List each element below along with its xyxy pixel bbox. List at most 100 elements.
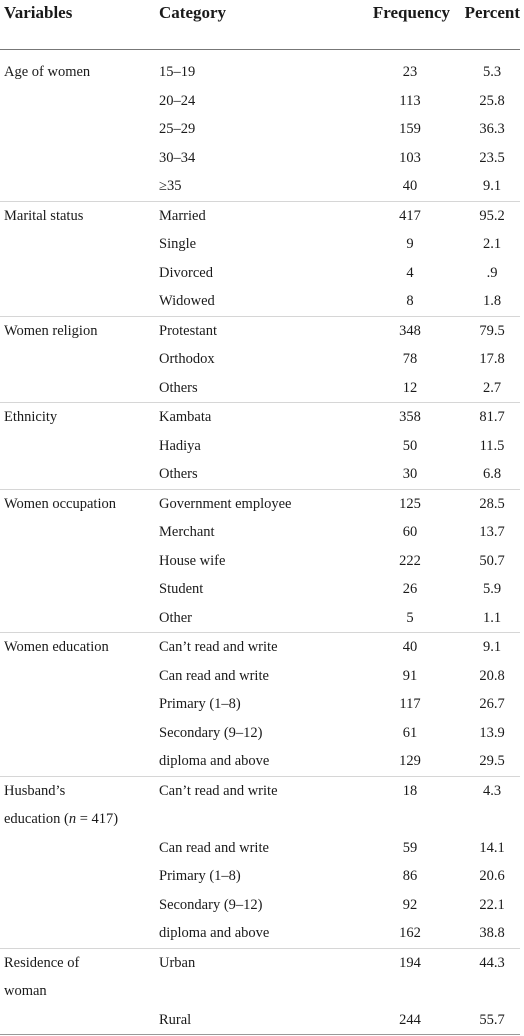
row-category: Kambata (155, 402, 330, 432)
row-category: Single (159, 236, 197, 252)
table-row: Widowed 8 1.8 (0, 287, 520, 316)
table-row: Others 12 2.7 (0, 374, 520, 403)
row-variable (0, 662, 155, 691)
table-row: Others 30 6.8 (0, 460, 520, 489)
row-percent: 4.3 (450, 775, 520, 805)
row-variable (0, 460, 155, 489)
row-percent: 44.3 (450, 947, 520, 977)
row-variable (0, 345, 155, 374)
row-variable (0, 287, 155, 316)
row-frequency: 194 (330, 947, 450, 977)
row-category: Married (155, 200, 330, 230)
row-percent: 14.1 (479, 839, 505, 856)
row-category: Other (159, 609, 193, 626)
row-variable (0, 719, 155, 748)
row-category: 30–34 (159, 149, 196, 166)
table-row: Hadiya 50 11.5 (0, 432, 520, 461)
row-percent: 1.1 (482, 609, 502, 626)
row-frequency: 9 (406, 236, 414, 252)
row-percent: 20.8 (479, 667, 505, 684)
table-row: Women education Can’t read and write 40 9.1 (0, 632, 520, 662)
row-percent: 38.8 (479, 925, 505, 941)
row-percent: 2.1 (482, 236, 502, 252)
row-variable (0, 518, 155, 547)
row-variable (0, 259, 155, 288)
row-variable (0, 575, 155, 604)
table-body: Age of women 15–19 23 5.3 20–24 113 25.8 25–29 1… (0, 50, 520, 1035)
row-percent: 5.3 (482, 64, 502, 80)
table-row: education (n = 417) (0, 805, 520, 834)
row-variable (0, 834, 155, 863)
row-category: Urban (155, 947, 330, 977)
row-percent: 28.5 (450, 488, 520, 518)
row-category: Others (159, 466, 198, 482)
row-category: Can’t read and write (155, 775, 330, 805)
row-category: Widowed (159, 293, 215, 309)
table-row: Secondary (9–12) 92 22.1 (0, 891, 520, 920)
row-frequency: 348 (330, 315, 450, 345)
row-frequency: 40 (330, 632, 450, 662)
row-variable (0, 144, 155, 173)
row-frequency: 12 (402, 379, 418, 396)
row-frequency: 50 (402, 437, 418, 454)
table-row: 30–34 103 23.5 (0, 144, 520, 173)
row-category (155, 977, 330, 1006)
row-variable (0, 547, 155, 576)
row-frequency: 162 (399, 925, 421, 941)
row-percent: 95.2 (450, 200, 520, 230)
row-percent: 81.7 (450, 402, 520, 432)
row-variable (0, 115, 155, 144)
row-variable (0, 87, 155, 116)
row-category: House wife (159, 552, 226, 569)
row-variable: Age of women (4, 64, 91, 80)
row-category: Secondary (9–12) (159, 724, 263, 741)
row-frequency: 86 (402, 868, 418, 884)
row-frequency: 417 (330, 200, 450, 230)
row-variable (0, 891, 155, 920)
table-row: Women religion Protestant 348 79.5 (0, 315, 520, 345)
table-row: Primary (1–8) 117 26.7 (0, 690, 520, 719)
table-row: Residence of Urban 194 44.3 (0, 947, 520, 977)
row-category: Can’t read and write (155, 632, 330, 662)
row-frequency (330, 805, 450, 834)
row-frequency: 92 (402, 896, 418, 913)
table-row: Merchant 60 13.7 (0, 518, 520, 547)
row-percent: 25.8 (479, 92, 505, 109)
header-category: Category (155, 0, 330, 50)
table-row: Rural 244 55.7 (0, 1005, 520, 1035)
row-percent: 20.6 (479, 868, 505, 884)
row-frequency: 159 (399, 121, 421, 137)
table-row: Other 5 1.1 (0, 604, 520, 633)
row-percent (450, 977, 520, 1006)
row-category: Secondary (9–12) (159, 896, 263, 913)
row-variable (0, 604, 155, 633)
row-category: 20–24 (159, 92, 196, 109)
row-category: Primary (1–8) (159, 868, 241, 884)
row-percent: 11.5 (479, 437, 505, 454)
table-row: Age of women 15–19 23 5.3 (0, 50, 520, 87)
row-percent: 29.5 (479, 753, 505, 769)
row-category: Can read and write (159, 839, 269, 856)
row-percent: 22.1 (479, 896, 505, 913)
row-category: Divorced (159, 264, 213, 281)
row-category: Can read and write (159, 667, 269, 684)
row-frequency: 91 (402, 667, 418, 684)
row-percent: 26.7 (479, 696, 505, 712)
row-variable (0, 862, 155, 891)
table-row: Single 9 2.1 (0, 230, 520, 259)
row-category: Rural (155, 1005, 330, 1035)
row-percent: 50.7 (479, 552, 505, 569)
row-percent: 9.1 (450, 632, 520, 662)
row-variable (0, 1005, 155, 1035)
row-category: Hadiya (159, 437, 201, 454)
row-variable: Women education (0, 632, 155, 662)
row-percent: 13.9 (479, 724, 505, 741)
row-frequency: 113 (399, 92, 421, 109)
row-category: diploma and above (159, 925, 270, 941)
row-variable: Residence of (0, 947, 155, 977)
row-frequency: 129 (399, 753, 421, 769)
row-frequency: 78 (402, 351, 418, 367)
row-category: 25–29 (159, 121, 196, 137)
row-percent: 55.7 (450, 1005, 520, 1035)
row-frequency (330, 977, 450, 1006)
